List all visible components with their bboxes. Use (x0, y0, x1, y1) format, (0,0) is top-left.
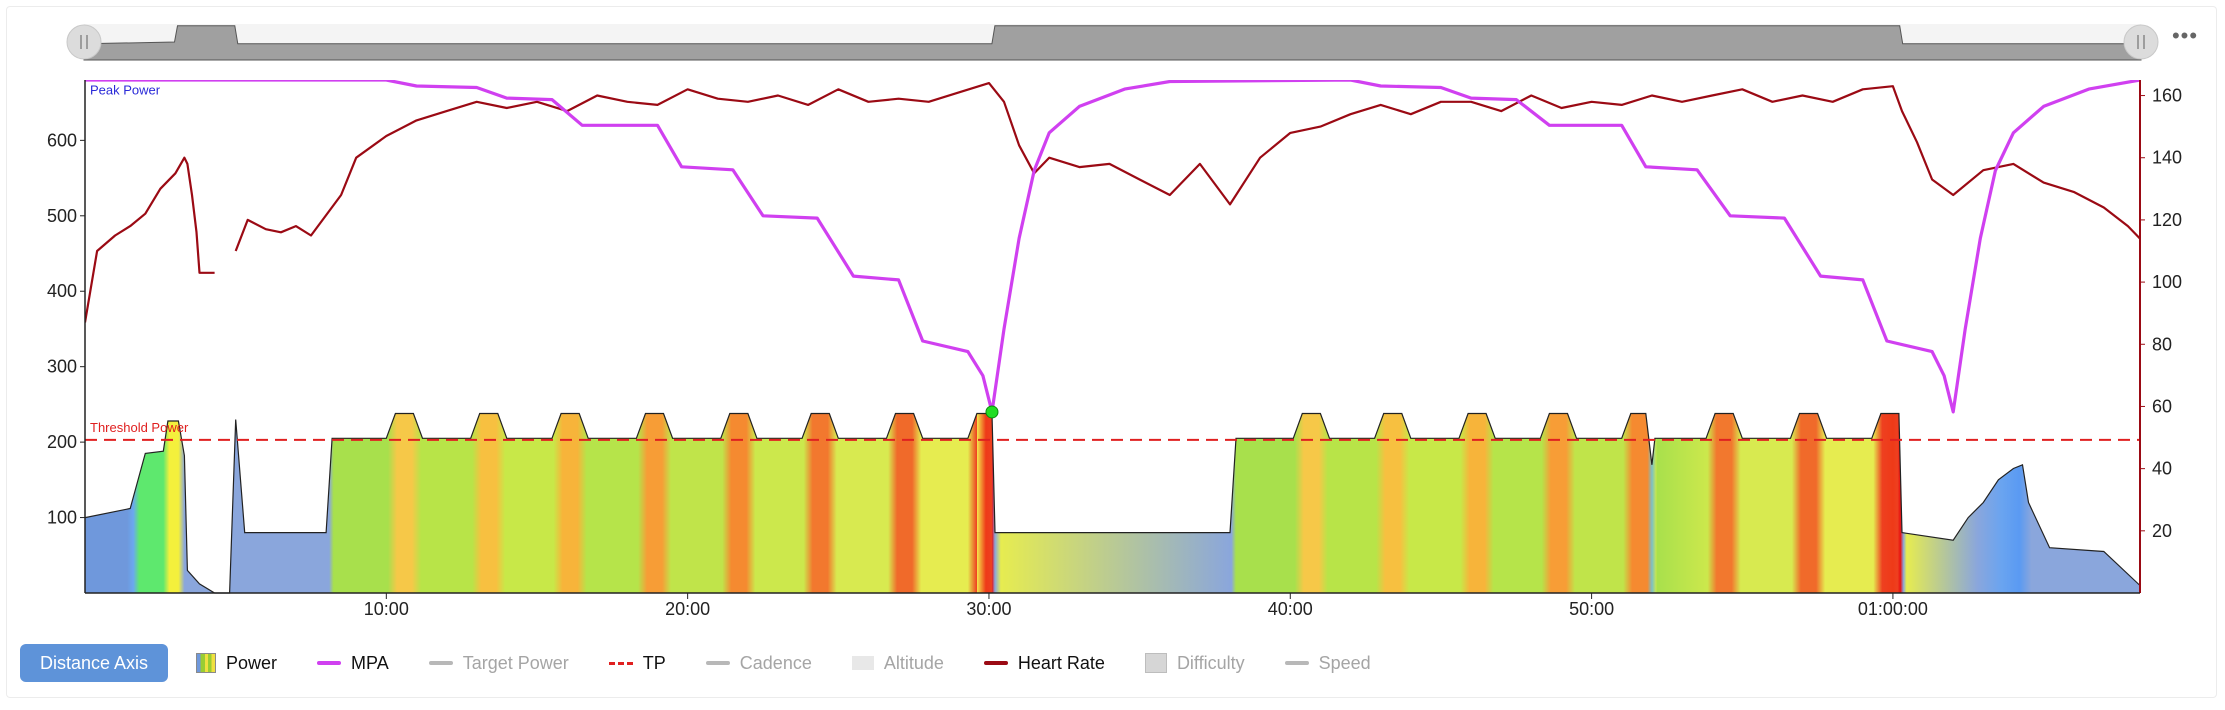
x-axis-tick-label: 40:00 (1268, 599, 1313, 619)
legend-swatch (1284, 661, 1309, 665)
range-navigator[interactable] (66, 24, 2159, 61)
legend-item-mpa[interactable]: MPA (317, 644, 389, 682)
legend-item-power[interactable]: Power (196, 644, 277, 682)
legend-item-heart-rate[interactable]: Heart Rate (983, 644, 1105, 682)
legend-swatch (1144, 653, 1167, 673)
right-axis-tick-label: 160 (2152, 86, 2182, 106)
x-axis-tick-label: 30:00 (966, 599, 1011, 619)
chart-panel (6, 6, 2217, 698)
legend-swatch (705, 661, 730, 665)
legend-label: Difficulty (1176, 652, 1245, 673)
left-axis-tick-label: 200 (47, 432, 77, 452)
legend-label: Heart Rate (1017, 652, 1105, 673)
right-axis-tick-label: 20 (2152, 521, 2172, 541)
legend-label: Altitude (883, 652, 944, 673)
left-axis-tick-label: 600 (47, 130, 77, 150)
legend-swatch (317, 661, 342, 665)
legend-label: MPA (351, 652, 389, 673)
threshold-power-label: Threshold Power (90, 420, 189, 435)
navigator-left-handle[interactable] (66, 24, 102, 60)
heart-rate-line (85, 82, 2141, 323)
legend-label: Speed (1318, 652, 1371, 673)
legend-item-tp[interactable]: TP (608, 644, 666, 682)
right-axis-tick-label: 60 (2152, 396, 2172, 416)
left-axis-tick-label: 300 (47, 357, 77, 377)
x-axis-tick-label: 50:00 (1569, 599, 1614, 619)
power-fill (85, 413, 2140, 593)
left-axis-tick-label: 400 (47, 281, 77, 301)
right-axis-tick-label: 100 (2152, 272, 2182, 292)
more-options-button[interactable]: ••• (2170, 23, 2200, 52)
x-axis-tick-label: 10:00 (364, 599, 409, 619)
legend-item-target-power[interactable]: Target Power (428, 644, 569, 682)
right-axis-tick-label: 40 (2152, 459, 2172, 479)
legend-item-difficulty[interactable]: Difficulty (1144, 644, 1245, 682)
legend-item-speed[interactable]: Speed (1284, 644, 1371, 682)
navigator-right-handle[interactable] (2123, 24, 2159, 60)
right-axis-tick-label: 120 (2152, 210, 2182, 230)
right-axis-tick-label: 80 (2152, 334, 2172, 354)
left-axis-tick-label: 100 (47, 508, 77, 528)
legend-swatch (851, 656, 874, 670)
legend-swatch (428, 661, 453, 665)
mpa-line (85, 80, 2141, 414)
legend: Distance Axis Power MPA Target Power TP Cade… (20, 644, 1411, 682)
legend-swatch (983, 661, 1008, 665)
legend-swatch (608, 661, 633, 665)
right-axis-tick-label: 140 (2152, 148, 2182, 168)
legend-label: TP (642, 652, 666, 673)
peak-power-label: Peak Power (90, 82, 161, 97)
distance-axis-button[interactable]: Distance Axis (20, 644, 168, 682)
more-horizontal-icon: ••• (2171, 23, 2199, 48)
legend-item-altitude[interactable]: Altitude (851, 644, 944, 682)
legend-label: Cadence (739, 652, 812, 673)
x-axis-tick-label: 01:00:00 (1858, 599, 1928, 619)
legend-label: Power (226, 652, 278, 673)
x-axis-tick-label: 20:00 (665, 599, 710, 619)
legend-label: Target Power (462, 652, 569, 673)
legend-item-cadence[interactable]: Cadence (705, 644, 812, 682)
selected-point-marker (985, 405, 999, 419)
left-axis-tick-label: 500 (47, 206, 77, 226)
legend-swatch (196, 653, 216, 673)
